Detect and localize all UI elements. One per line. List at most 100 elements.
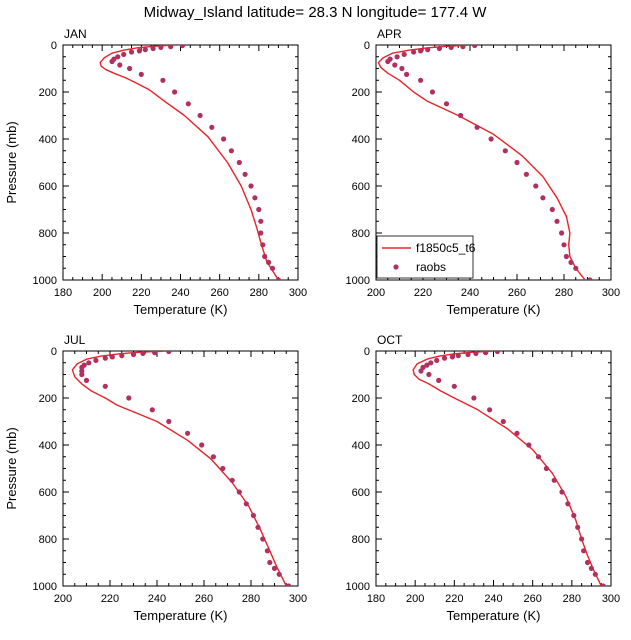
raobs-point [488, 136, 494, 142]
raobs-point [260, 242, 266, 248]
raobs-point [584, 559, 591, 566]
raobs-point [404, 71, 410, 77]
model-profile-line [412, 351, 602, 586]
panel-label: JAN [64, 27, 87, 41]
x-axis-label: Temperature (K) [447, 302, 541, 317]
raobs-point [255, 524, 261, 530]
raobs-point [271, 565, 278, 572]
raobs-point [221, 136, 227, 142]
y-axis-label: Pressure (mb) [4, 427, 19, 509]
x-tick-label: 200 [54, 593, 72, 605]
raobs-point [600, 583, 606, 586]
x-axis-label: Temperature (K) [134, 302, 228, 317]
raobs-point [514, 159, 520, 166]
x-tick-label: 260 [508, 287, 526, 299]
y-tick-label: 600 [352, 181, 370, 193]
y-tick-label: 0 [364, 40, 370, 52]
raobs-point [483, 351, 489, 356]
raobs-point [109, 354, 115, 360]
x-tick-label: 220 [132, 287, 150, 299]
raobs-point [441, 355, 448, 361]
raobs-point [117, 62, 123, 68]
x-tick-label: 260 [195, 593, 213, 605]
raobs-point [138, 71, 144, 77]
raobs-point [252, 195, 258, 201]
raobs-point [487, 407, 493, 413]
x-tick-label: 240 [484, 593, 502, 605]
raobs-point [449, 354, 455, 360]
raobs-point [471, 395, 477, 401]
x-tick-label: 180 [54, 287, 72, 299]
x-tick-label: 300 [289, 593, 307, 605]
plot-frame [375, 350, 612, 587]
raobs-point [540, 195, 546, 201]
y-tick-label: 800 [39, 228, 57, 240]
plot-area [377, 45, 593, 280]
raobs-point [136, 48, 142, 54]
raobs-point [514, 430, 520, 436]
raobs-point [142, 47, 148, 53]
plot-area [412, 351, 606, 586]
raobs-point [526, 442, 532, 448]
y-tick-label: 200 [39, 87, 57, 99]
panel-apr: 200 220 240 260 280 300 0 200 400 600 800 1000 APR Te… [346, 27, 621, 317]
x-axis-label: Temperature (K) [447, 608, 541, 623]
raobs-point [428, 360, 434, 366]
raobs-point [109, 58, 115, 65]
raobs-point [575, 524, 581, 530]
raobs-point [411, 49, 417, 55]
raobs-point [448, 45, 454, 50]
raobs-point [243, 501, 249, 507]
y-tick-label: 1000 [346, 275, 370, 287]
raobs-point [455, 353, 461, 359]
raobs-point [150, 45, 156, 52]
legend-obs-label: raobs [416, 260, 446, 274]
raobs-point [168, 45, 174, 50]
raobs-point [102, 383, 108, 389]
y-tick-label: 800 [39, 534, 57, 546]
raobs-point [418, 48, 424, 54]
raobs-point [266, 259, 272, 265]
raobs-point [102, 355, 108, 361]
plot-area [71, 351, 292, 586]
x-tick-label: 240 [148, 593, 166, 605]
raobs-point [579, 536, 585, 542]
x-tick-label: 280 [563, 593, 581, 605]
raobs-point [399, 65, 405, 72]
raobs-point [264, 548, 270, 554]
y-tick-label: 600 [352, 487, 370, 499]
raobs-point [260, 536, 266, 542]
raobs-point [236, 489, 242, 495]
raobs-point [172, 89, 178, 95]
raobs-point [573, 265, 579, 271]
x-tick-label: 240 [461, 287, 479, 299]
plot-area [99, 45, 281, 280]
raobs-point [86, 360, 92, 366]
raobs-point [220, 465, 226, 472]
panel-label: JUL [64, 333, 86, 347]
model-profile-line [377, 45, 586, 280]
raobs-point [559, 230, 565, 236]
y-tick-label: 1000 [33, 581, 57, 593]
raobs-point [549, 206, 555, 213]
x-tick-label: 260 [523, 593, 541, 605]
plot-frame [62, 350, 299, 587]
raobs-point [465, 351, 471, 358]
raobs-point [443, 101, 450, 107]
raobs-point [565, 501, 571, 507]
raobs-point [79, 364, 85, 370]
raobs-point [276, 571, 282, 577]
raobs-point [262, 253, 268, 260]
raobs-point [460, 45, 466, 50]
raobs-point [554, 218, 560, 224]
raobs-point [588, 565, 595, 572]
panel-oct: 180 200 220 240 260 280 300 0 200 400 600 800 1000 OC… [346, 333, 621, 623]
raobs-point [269, 265, 276, 271]
legend-model-label: f1850c5_t6 [416, 241, 476, 255]
raobs-point [121, 51, 127, 58]
raobs-point [185, 430, 191, 436]
raobs-point [119, 353, 125, 359]
raobs-point [127, 65, 133, 72]
y-tick-label: 800 [352, 228, 370, 240]
